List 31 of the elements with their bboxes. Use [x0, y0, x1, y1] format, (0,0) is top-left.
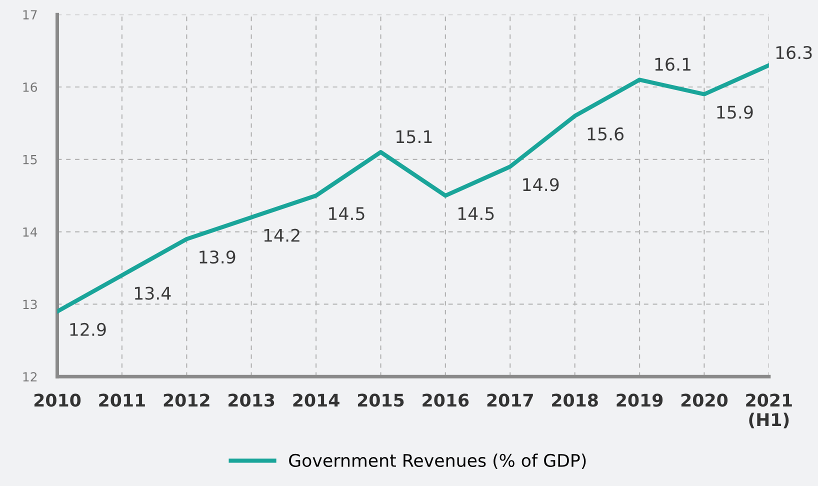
x-tick-label: 2020 [681, 394, 728, 407]
data-label: 13.4 [134, 286, 171, 300]
x-tick-label: 2013 [228, 394, 274, 407]
data-label: 15.6 [588, 127, 624, 141]
y-tick-label: 15 [23, 155, 37, 164]
x-tick-label: 2021 (H1) [746, 394, 792, 428]
data-label: 13.9 [200, 250, 236, 264]
x-tick-label: 2011 [99, 394, 145, 407]
x-tick-label: 2012 [164, 394, 210, 407]
y-tick-label: 16 [23, 82, 38, 92]
data-label: 15.9 [717, 106, 753, 119]
x-tick-label: 2019 [616, 394, 663, 407]
x-tick-label: 2014 [293, 394, 340, 407]
y-tick-label: 17 [23, 10, 37, 20]
data-label: 14.5 [329, 207, 364, 220]
y-tick-label: 14 [23, 227, 38, 237]
data-label: 15.1 [396, 130, 432, 144]
data-label: 16.3 [776, 46, 812, 60]
x-tick-label: 2017 [487, 394, 533, 407]
data-label: 14.2 [264, 228, 300, 242]
legend-label: Government Revenues (% of GDP) [289, 454, 586, 470]
x-tick-label: 2015 [358, 394, 404, 407]
data-label: 14.5 [458, 207, 494, 220]
x-tick-label: 2010 [34, 394, 81, 407]
x-tick-label: 2018 [552, 394, 598, 407]
data-label: 16.1 [655, 58, 690, 71]
y-tick-label: 13 [23, 300, 37, 310]
data-label: 14.9 [523, 178, 559, 192]
y-tick-label: 12 [23, 372, 37, 382]
x-tick-label: 2016 [422, 394, 469, 407]
data-label: 12.9 [70, 322, 106, 336]
